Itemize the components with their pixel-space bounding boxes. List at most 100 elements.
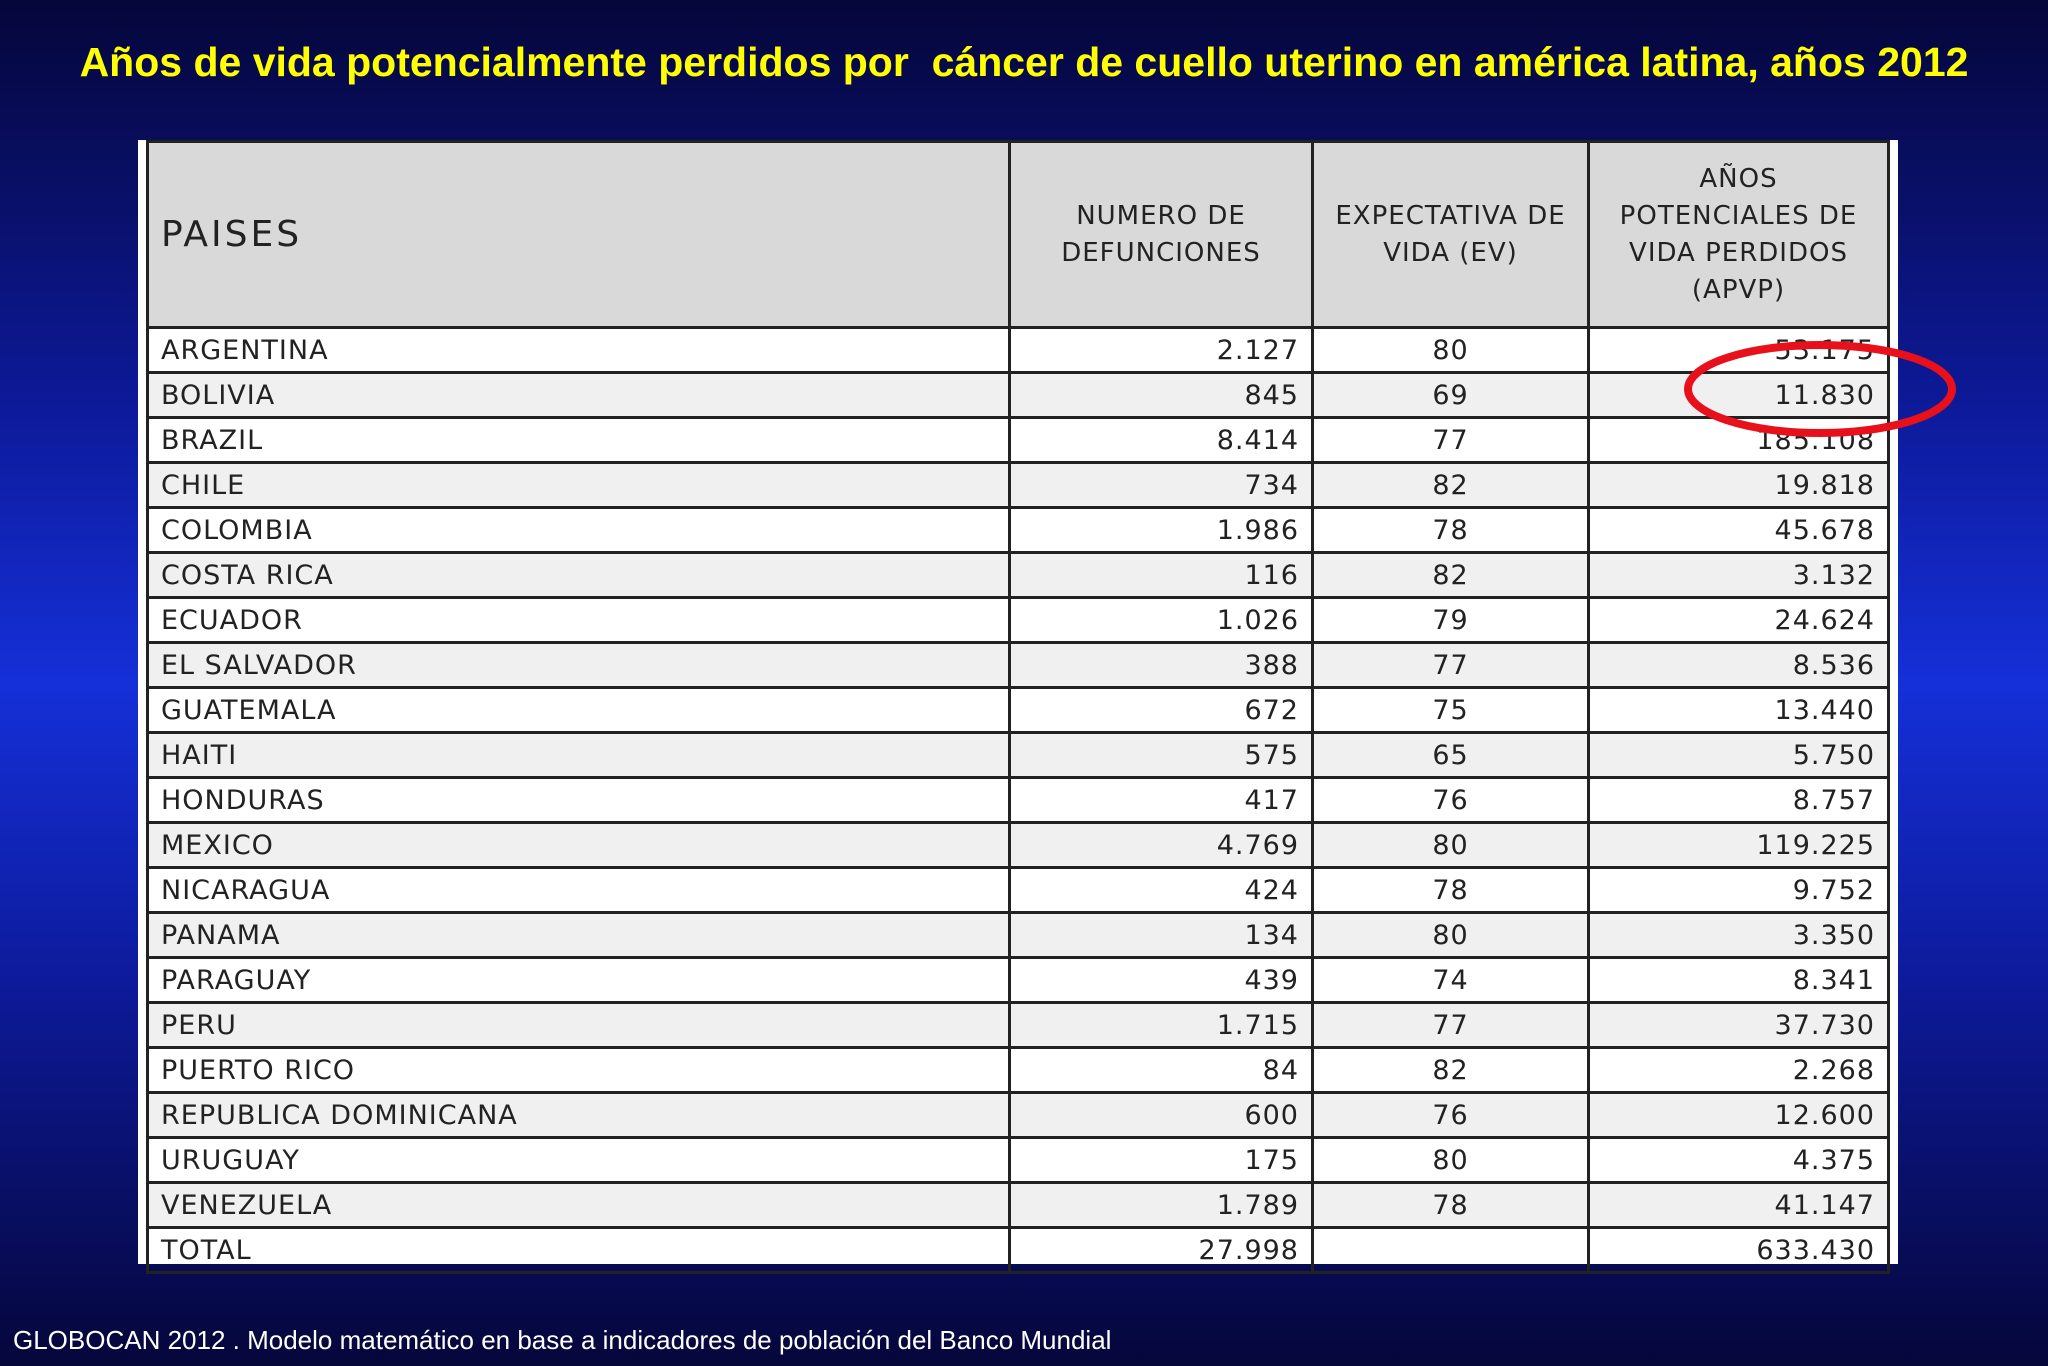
table-cell: 53.175 bbox=[1587, 326, 1890, 374]
table-row: PUERTO RICO 84 82 2.268 bbox=[146, 1046, 1890, 1094]
table-cell: ARGENTINA bbox=[146, 326, 1011, 374]
table-cell: 2.127 bbox=[1008, 326, 1314, 374]
table-cell: 80 bbox=[1311, 911, 1590, 959]
table-container: PAISES NUMERO DE DEFUNCIONES EXPECTATIVA D… bbox=[138, 140, 1898, 1274]
table-row: EL SALVADOR 388 77 8.536 bbox=[146, 641, 1890, 689]
table-row: REPUBLICA DOMINICANA 600 76 12.600 bbox=[146, 1091, 1890, 1139]
total-empty bbox=[1311, 1226, 1590, 1274]
table-cell: 8.414 bbox=[1008, 416, 1314, 464]
table-row: BOLIVIA 845 69 11.830 bbox=[146, 371, 1890, 419]
table-cell: BRAZIL bbox=[146, 416, 1011, 464]
table-cell: PARAGUAY bbox=[146, 956, 1011, 1004]
table-cell: PERU bbox=[146, 1001, 1011, 1049]
table-row: GUATEMALA 672 75 13.440 bbox=[146, 686, 1890, 734]
table-cell: 24.624 bbox=[1587, 596, 1890, 644]
table-cell: 1.026 bbox=[1008, 596, 1314, 644]
table-cell: 424 bbox=[1008, 866, 1314, 914]
table-cell: 4.375 bbox=[1587, 1136, 1890, 1184]
table-cell: 69 bbox=[1311, 371, 1590, 419]
table-cell: COLOMBIA bbox=[146, 506, 1011, 554]
table-cell: 8.536 bbox=[1587, 641, 1890, 689]
table-cell: 119.225 bbox=[1587, 821, 1890, 869]
table-cell: COSTA RICA bbox=[146, 551, 1011, 599]
table-cell: 1.789 bbox=[1008, 1181, 1314, 1229]
table-cell: 3.132 bbox=[1587, 551, 1890, 599]
table-cell: 82 bbox=[1311, 461, 1590, 509]
table-row: HAITI 575 65 5.750 bbox=[146, 731, 1890, 779]
table-cell: 13.440 bbox=[1587, 686, 1890, 734]
table-cell: 439 bbox=[1008, 956, 1314, 1004]
column-header: NUMERO DE DEFUNCIONES bbox=[1008, 140, 1314, 329]
table-cell: 3.350 bbox=[1587, 911, 1890, 959]
table-cell: 175 bbox=[1008, 1136, 1314, 1184]
table-cell: 74 bbox=[1311, 956, 1590, 1004]
table-cell: 77 bbox=[1311, 1001, 1590, 1049]
table-cell: 76 bbox=[1311, 776, 1590, 824]
column-header: PAISES bbox=[146, 140, 1011, 329]
table-cell: 82 bbox=[1311, 551, 1590, 599]
table-cell: 116 bbox=[1008, 551, 1314, 599]
table-cell: 134 bbox=[1008, 911, 1314, 959]
table-row: PANAMA 134 80 3.350 bbox=[146, 911, 1890, 959]
table-cell: 734 bbox=[1008, 461, 1314, 509]
table-cell: 75 bbox=[1311, 686, 1590, 734]
data-table: PAISES NUMERO DE DEFUNCIONES EXPECTATIVA D… bbox=[146, 140, 1890, 1274]
table-cell: 77 bbox=[1311, 416, 1590, 464]
table-cell: 84 bbox=[1008, 1046, 1314, 1094]
table-row: COLOMBIA 1.986 78 45.678 bbox=[146, 506, 1890, 554]
table-cell: ECUADOR bbox=[146, 596, 1011, 644]
table-cell: GUATEMALA bbox=[146, 686, 1011, 734]
table-cell: 65 bbox=[1311, 731, 1590, 779]
table-row: NICARAGUA 424 78 9.752 bbox=[146, 866, 1890, 914]
total-apvp: 633.430 bbox=[1587, 1226, 1890, 1274]
total-label: TOTAL bbox=[146, 1226, 1011, 1274]
table-cell: 78 bbox=[1311, 506, 1590, 554]
table-row: VENEZUELA 1.789 78 41.147 bbox=[146, 1181, 1890, 1229]
column-header: AÑOS POTENCIALES DE VIDA PERDIDOS (APVP) bbox=[1587, 140, 1890, 329]
table-cell: PUERTO RICO bbox=[146, 1046, 1011, 1094]
table-cell: 82 bbox=[1311, 1046, 1590, 1094]
table-cell: 41.147 bbox=[1587, 1181, 1890, 1229]
table-cell: 1.715 bbox=[1008, 1001, 1314, 1049]
total-row: TOTAL 27.998 633.430 bbox=[146, 1226, 1890, 1274]
table-row: PERU 1.715 77 37.730 bbox=[146, 1001, 1890, 1049]
table-cell: 79 bbox=[1311, 596, 1590, 644]
slide-title: Años de vida potencialmente perdidos por… bbox=[79, 39, 1969, 85]
table-cell: HAITI bbox=[146, 731, 1011, 779]
table-cell: 76 bbox=[1311, 1091, 1590, 1139]
column-header: EXPECTATIVA DE VIDA (EV) bbox=[1311, 140, 1590, 329]
table-cell: EL SALVADOR bbox=[146, 641, 1011, 689]
table-cell: 185.108 bbox=[1587, 416, 1890, 464]
table-cell: 78 bbox=[1311, 1181, 1590, 1229]
table-cell: 8.341 bbox=[1587, 956, 1890, 1004]
table-cell: 5.750 bbox=[1587, 731, 1890, 779]
table-cell: 80 bbox=[1311, 1136, 1590, 1184]
source-note: GLOBOCAN 2012 . Modelo matemático en bas… bbox=[13, 1325, 1112, 1355]
table-cell: 9.752 bbox=[1587, 866, 1890, 914]
table-row: MEXICO 4.769 80 119.225 bbox=[146, 821, 1890, 869]
table-cell: 417 bbox=[1008, 776, 1314, 824]
table-cell: BOLIVIA bbox=[146, 371, 1011, 419]
table-cell: MEXICO bbox=[146, 821, 1011, 869]
table-cell: 8.757 bbox=[1587, 776, 1890, 824]
table-row: ECUADOR 1.026 79 24.624 bbox=[146, 596, 1890, 644]
table-cell: REPUBLICA DOMINICANA bbox=[146, 1091, 1011, 1139]
table-cell: 78 bbox=[1311, 866, 1590, 914]
table-cell: 80 bbox=[1311, 326, 1590, 374]
table-cell: CHILE bbox=[146, 461, 1011, 509]
table-cell: 11.830 bbox=[1587, 371, 1890, 419]
table-cell: 1.986 bbox=[1008, 506, 1314, 554]
table-row: COSTA RICA 116 82 3.132 bbox=[146, 551, 1890, 599]
table-cell: 45.678 bbox=[1587, 506, 1890, 554]
table-cell: 37.730 bbox=[1587, 1001, 1890, 1049]
table-cell: 388 bbox=[1008, 641, 1314, 689]
table-cell: HONDURAS bbox=[146, 776, 1011, 824]
table-cell: 600 bbox=[1008, 1091, 1314, 1139]
table-cell: PANAMA bbox=[146, 911, 1011, 959]
table-row: CHILE 734 82 19.818 bbox=[146, 461, 1890, 509]
table-cell: 77 bbox=[1311, 641, 1590, 689]
table-cell: 19.818 bbox=[1587, 461, 1890, 509]
table-row: HONDURAS 417 76 8.757 bbox=[146, 776, 1890, 824]
